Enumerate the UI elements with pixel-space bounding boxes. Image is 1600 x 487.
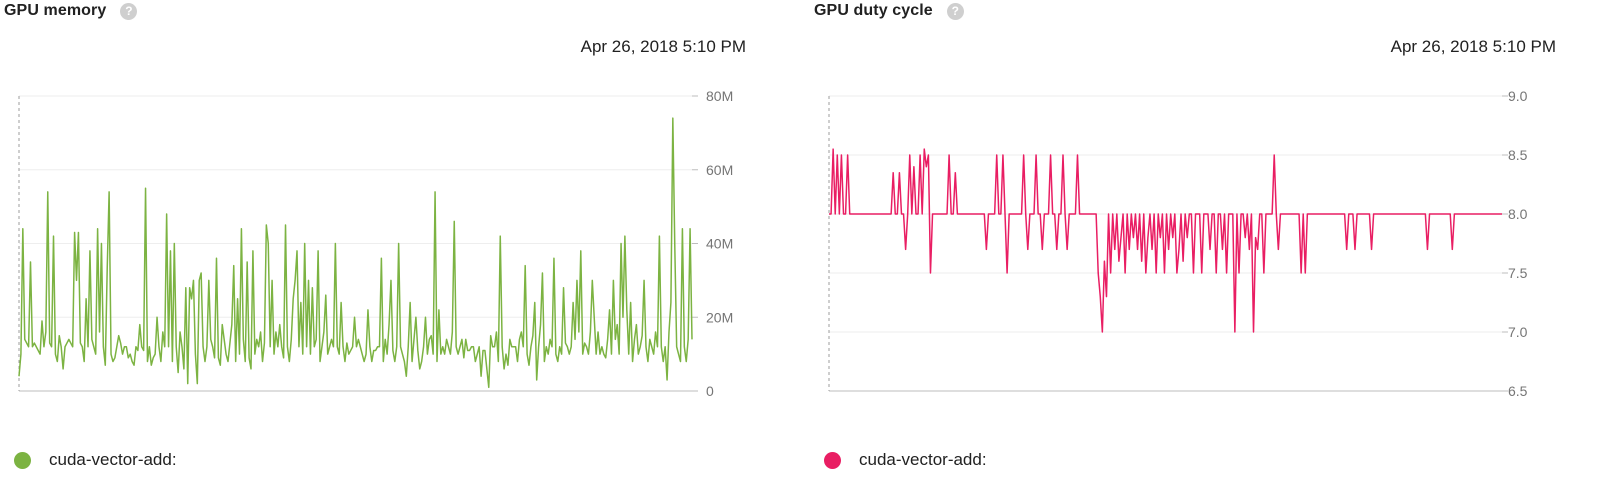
legend: cuda-vector-add: — [14, 450, 177, 470]
timestamp: Apr 26, 2018 5:10 PM — [580, 37, 746, 56]
gpu-duty-cycle-chart[interactable]: 6.5 7.0 7.5 8.0 8.5 9.0 — [810, 0, 1600, 487]
gpu-memory-chart[interactable]: 0 20M 40M 60M 80M — [0, 0, 770, 487]
y-tick-label: 6.5 — [1508, 383, 1528, 399]
timestamp: Apr 26, 2018 5:10 PM — [1390, 37, 1556, 56]
panel-title: GPU memory — [4, 2, 107, 19]
y-tick-label: 7.5 — [1508, 265, 1528, 281]
legend-dot-icon — [824, 451, 841, 469]
gpu-memory-panel: GPU memory ? Apr 26, 2018 5:10 PM 0 20M 40… — [0, 0, 770, 487]
y-tick-label: 7.0 — [1508, 324, 1528, 340]
series-line — [18, 117, 693, 389]
y-tick-label: 9.0 — [1508, 88, 1528, 104]
legend-label: cuda-vector-add: — [859, 450, 987, 469]
legend: cuda-vector-add: — [824, 450, 987, 470]
y-tick-label: 8.5 — [1508, 147, 1528, 163]
legend-dot-icon — [14, 451, 31, 469]
y-tick-label: 20M — [706, 309, 733, 325]
help-circle-icon[interactable]: ? — [120, 2, 138, 20]
panel-header: GPU memory ? — [4, 2, 138, 20]
legend-label: cuda-vector-add: — [49, 450, 177, 469]
y-tick-label: 60M — [706, 162, 733, 178]
help-circle-icon[interactable]: ? — [946, 2, 964, 20]
gpu-duty-cycle-panel: GPU duty cycle ? Apr 26, 2018 5:10 PM 6.… — [810, 0, 1600, 487]
series-line — [829, 148, 1502, 333]
y-tick-label: 8.0 — [1508, 206, 1528, 222]
y-tick-label: 40M — [706, 236, 733, 252]
y-tick-label: 0 — [706, 383, 714, 399]
panel-title: GPU duty cycle — [814, 2, 933, 19]
y-tick-label: 80M — [706, 88, 733, 104]
panel-header: GPU duty cycle ? — [814, 2, 964, 20]
